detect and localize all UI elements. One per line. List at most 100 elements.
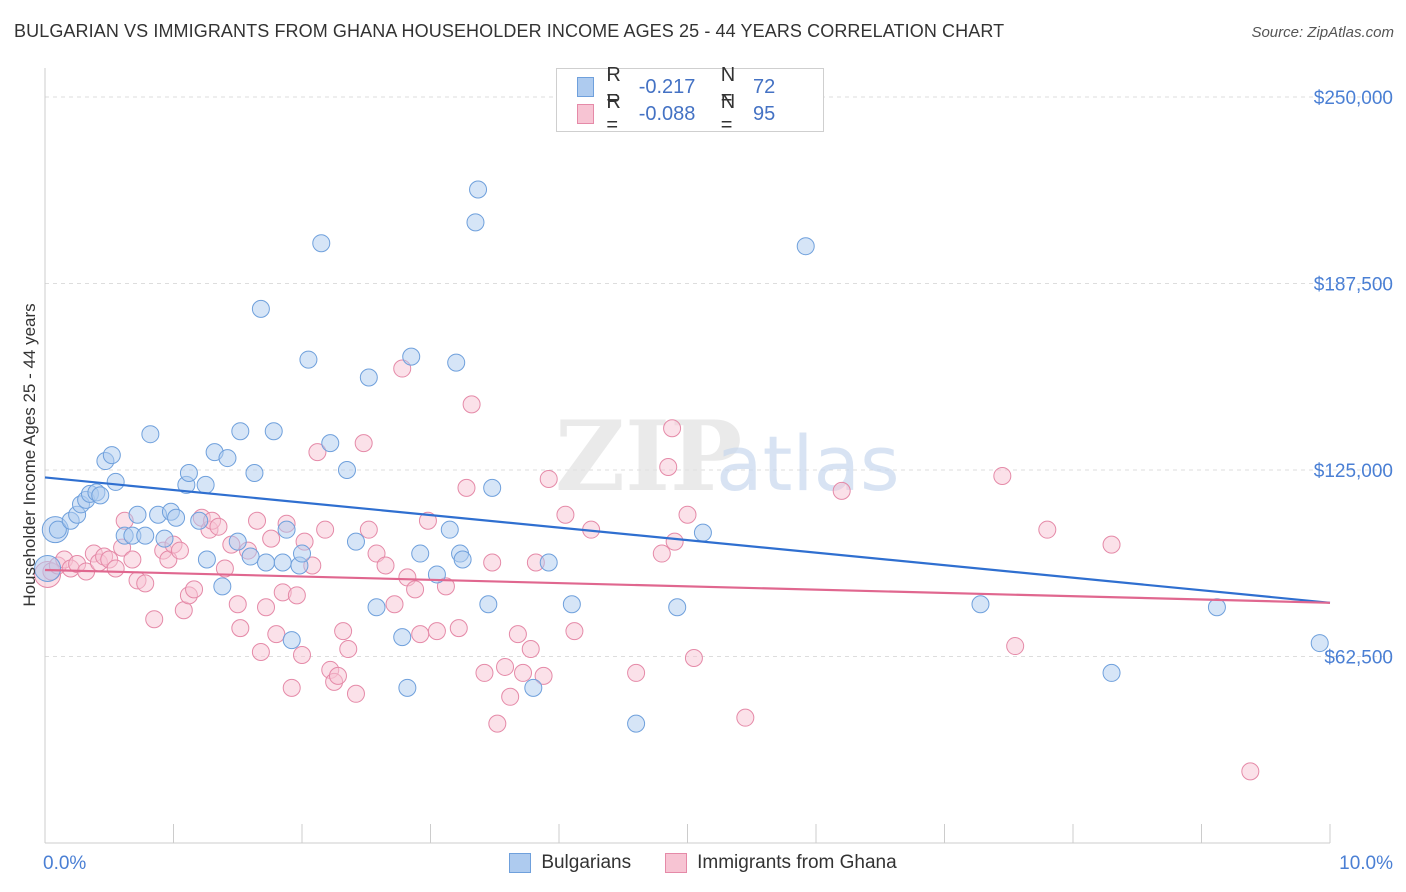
bulgarian-point <box>453 550 472 569</box>
bulgarian-point <box>167 508 186 527</box>
legend-swatch-ghana <box>665 853 688 873</box>
bulgarian-point <box>796 237 815 256</box>
y-tick-label: $125,000 <box>1314 461 1393 482</box>
legend-item-ghana[interactable]: Immigrants from Ghana <box>665 852 897 874</box>
bulgarian-point <box>427 565 446 584</box>
data-points <box>34 180 1329 781</box>
bulgarian-point <box>393 628 412 647</box>
ghana-point <box>174 601 193 620</box>
bulgarian-point <box>1102 663 1121 682</box>
n-value: 95 <box>753 102 776 125</box>
swatch-ghana <box>577 104 595 124</box>
ghana-point <box>627 663 646 682</box>
ghana-point <box>663 419 682 438</box>
bulgarian-point <box>359 368 378 387</box>
bulgarian-point <box>539 553 558 572</box>
bulgarian-point <box>251 299 270 318</box>
ghana-point <box>521 640 540 659</box>
ghana-point <box>1006 637 1025 656</box>
y-axis-label: Householder Income Ages 25 - 44 years <box>20 303 39 607</box>
ghana-point <box>556 505 575 524</box>
legend-item-bulgarians[interactable]: Bulgarians <box>509 852 631 874</box>
ghana-point <box>376 556 395 575</box>
ghana-point <box>248 511 267 530</box>
ghana-point <box>393 359 412 378</box>
ghana-point <box>457 478 476 497</box>
source-label: Source: ZipAtlas.com <box>1251 24 1394 41</box>
bulgarian-point <box>469 180 488 199</box>
ghana-point <box>539 469 558 488</box>
legend-label-bulgarians: Bulgarians <box>541 852 632 873</box>
ghana-point <box>185 580 204 599</box>
stats-row-bulgarians: R = -0.217 N = 72 <box>577 64 823 109</box>
stats-legend: R = -0.217 N = 72 R = -0.088 N = 95 <box>556 64 824 136</box>
r-label: R = <box>606 91 621 136</box>
bulgarian-point <box>91 486 110 505</box>
swatch-bulgarians <box>577 77 595 97</box>
ghana-point <box>501 687 520 706</box>
watermark-zip: ZIP <box>555 400 742 513</box>
ghana-point <box>215 559 234 578</box>
bulgarian-point <box>466 213 485 232</box>
bulgarian-point <box>197 550 216 569</box>
bulgarian-point <box>971 595 990 614</box>
chart-title: BULGARIAN VS IMMIGRANTS FROM GHANA HOUSE… <box>14 21 1005 41</box>
ghana-point <box>1102 535 1121 554</box>
ghana-point <box>411 625 430 644</box>
y-tick-label: $187,500 <box>1314 275 1393 296</box>
bulgarian-point <box>627 714 646 733</box>
ghana-point <box>406 580 425 599</box>
bulgarian-point <box>402 347 421 366</box>
ghana-point <box>367 544 386 563</box>
stats-row-ghana: R = -0.088 N = 95 <box>577 91 823 136</box>
ghana-point <box>483 553 502 572</box>
ghana-point <box>293 646 311 665</box>
bulgarian-point <box>337 461 356 479</box>
ghana-point <box>475 663 494 682</box>
bulgarian-point <box>231 422 250 441</box>
ghana-point <box>534 666 553 685</box>
n-value: 72 <box>753 75 776 98</box>
bulgarian-point <box>282 631 301 650</box>
ghana-point <box>449 619 468 638</box>
bulgarian-point <box>293 544 311 563</box>
y-tick-label: $250,000 <box>1314 88 1393 109</box>
ghana-point <box>684 648 703 667</box>
ghana-point <box>209 517 228 536</box>
axes <box>44 68 1331 844</box>
ghana-point <box>993 466 1012 485</box>
bulgarian-point <box>190 511 209 530</box>
bulgarian-point <box>196 475 215 494</box>
bulgarian-point <box>179 463 198 482</box>
bulgarian-point <box>241 547 260 566</box>
ghana-point <box>145 610 164 629</box>
bulgarian-point <box>447 353 466 372</box>
ghana-point <box>665 532 684 551</box>
x-tick-label-left: 0.0% <box>43 853 86 874</box>
ghana-point <box>251 643 270 662</box>
bulgarian-point <box>102 446 121 465</box>
bulgarian-point <box>106 472 125 491</box>
ghana-trend-line <box>44 568 1331 604</box>
bulgarian-point <box>411 544 430 563</box>
bulgarian-point <box>524 678 543 697</box>
bulgarian-point <box>483 478 502 497</box>
ghana-point <box>257 598 276 617</box>
bulgarian-point <box>257 553 276 572</box>
grid-lines <box>45 96 1392 657</box>
bulgarian-point <box>312 234 331 253</box>
y-tick-label: $62,500 <box>1324 648 1393 669</box>
ghana-point <box>496 657 515 676</box>
r-value: -0.088 <box>638 102 696 125</box>
r-label: R = <box>606 64 621 109</box>
bulgarian-point <box>228 532 247 551</box>
bulgarian-point <box>277 520 296 539</box>
bulgarian-point <box>34 554 62 582</box>
ghana-point <box>659 458 678 477</box>
bulgarian-point <box>136 526 155 545</box>
ghana-point <box>346 684 365 703</box>
bulgarian-point <box>346 532 365 551</box>
ghana-point <box>514 663 533 682</box>
r-value: -0.217 <box>638 75 696 98</box>
bulgarian-point <box>668 598 687 617</box>
